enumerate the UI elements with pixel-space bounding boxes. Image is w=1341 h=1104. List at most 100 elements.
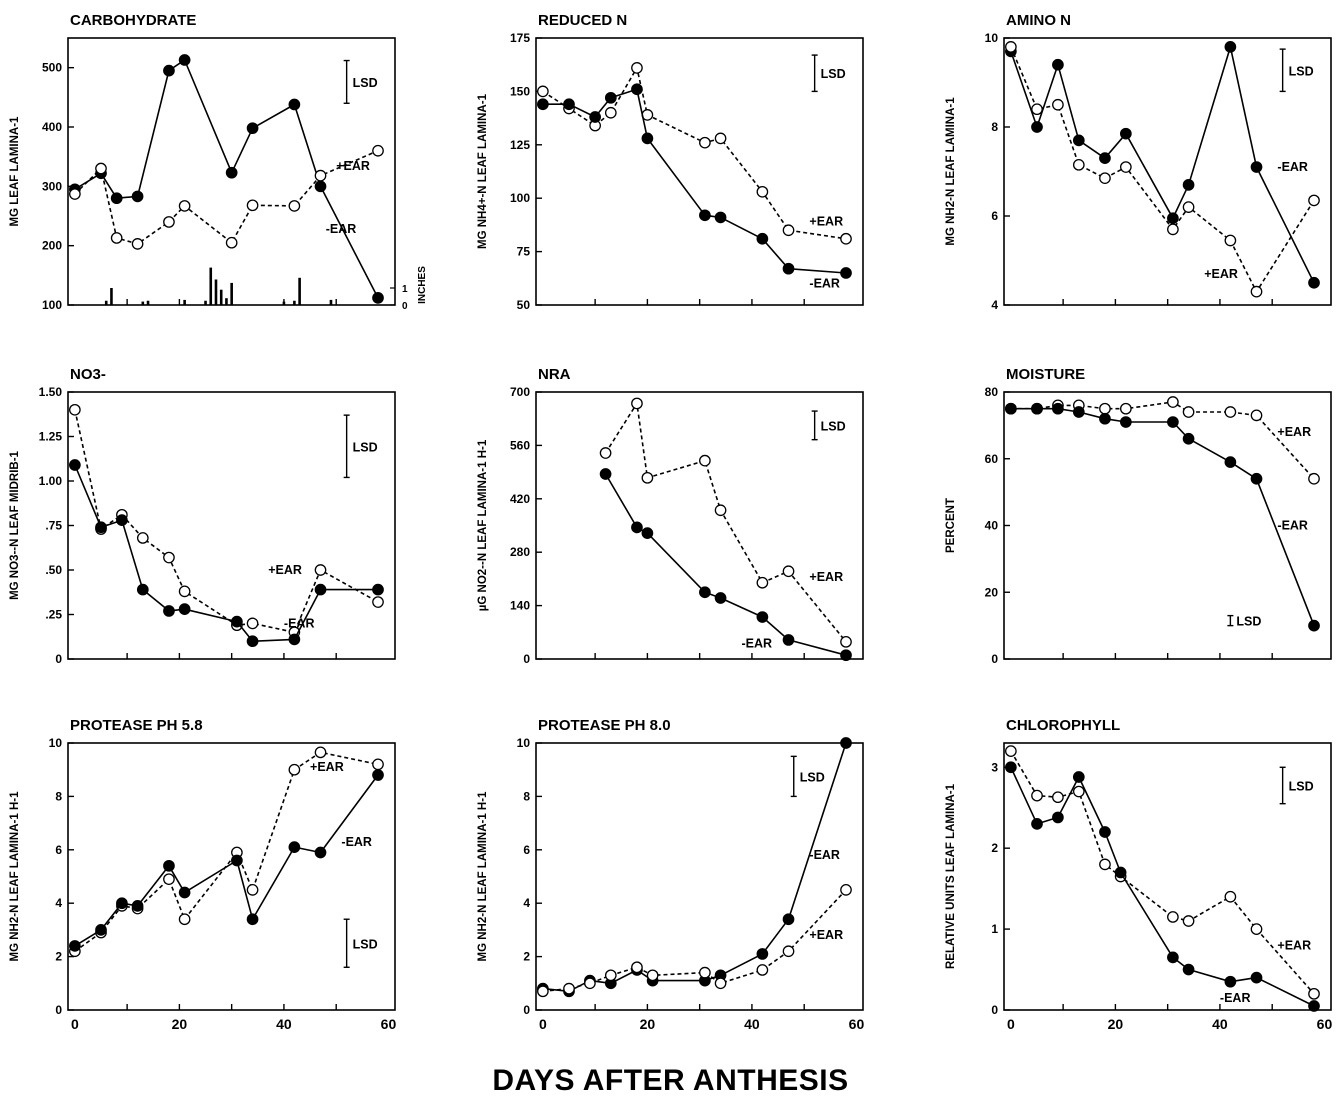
data-point-filled: [288, 98, 301, 111]
data-point-filled: [163, 64, 175, 77]
x-tick-label: 0: [71, 1016, 79, 1032]
data-point-filled: [1167, 951, 1179, 964]
data-point-open: [1099, 858, 1111, 871]
y-tick-label: 400: [42, 120, 62, 134]
rainfall-bar: [146, 300, 150, 305]
data-point-filled: [246, 913, 259, 926]
data-point-filled: [1052, 58, 1064, 71]
data-point-open: [1099, 172, 1111, 185]
data-point-filled: [95, 924, 107, 936]
y-tick-label: 20: [985, 585, 999, 599]
data-point-filled: [1182, 179, 1195, 191]
y-tick-label: 280: [510, 545, 530, 559]
series-line-minus-ear: [1010, 46, 1315, 284]
data-point-filled: [563, 98, 575, 111]
rainfall-bar: [219, 289, 223, 305]
data-point-open: [1182, 915, 1195, 927]
data-point-open: [756, 576, 769, 589]
data-point-filled: [1224, 456, 1237, 468]
data-point-filled: [246, 635, 259, 648]
data-point-filled: [756, 948, 769, 960]
data-point-filled: [641, 527, 654, 539]
chart-title: PROTEASE PH 8.0: [538, 717, 671, 734]
data-point-filled: [288, 633, 301, 646]
series-line-plus-ear: [74, 751, 379, 952]
chart-panel-2: REDUCED N MG NH4+-N LEAF LAMINA-1 50 75 100 1…: [477, 12, 864, 312]
data-point-open: [1224, 234, 1237, 247]
x-tick-label: 60: [1317, 1016, 1333, 1032]
data-point-filled: [314, 583, 327, 596]
y-axis-label: MG NO3--N LEAF MIDRIB-1: [9, 450, 21, 599]
data-point-open: [1005, 41, 1017, 53]
data-point-filled: [641, 132, 654, 145]
rainfall-bar: [141, 301, 145, 305]
y-tick-label: 1.25: [39, 430, 63, 444]
data-point-open: [1099, 402, 1111, 415]
data-point-open: [537, 85, 549, 98]
plot-frame: [67, 742, 396, 1011]
data-point-filled: [131, 900, 144, 912]
series-label: -EAR: [809, 848, 840, 862]
x-tick-label: 60: [381, 1016, 397, 1032]
rainfall-tick-label: 0: [402, 301, 408, 312]
chart-panel-9: CHLOROPHYLL RELATIVE UNITS LEAF LAMINA-1 0…: [945, 717, 1332, 1032]
data-point-filled: [163, 605, 175, 617]
y-tick-label: 8: [55, 789, 62, 803]
data-point-filled: [69, 940, 81, 952]
data-point-open: [372, 758, 384, 771]
data-point-filled: [163, 859, 175, 872]
rainfall-bar: [209, 267, 213, 305]
data-point-open: [782, 224, 795, 237]
data-point-filled: [131, 190, 144, 203]
data-point-open: [699, 136, 711, 149]
y-tick-label: 3: [991, 760, 998, 774]
series-label: -EAR: [1277, 160, 1308, 174]
series-line-minus-ear: [1010, 407, 1315, 626]
data-point-open: [372, 596, 384, 608]
data-point-filled: [372, 583, 384, 596]
data-point-open: [1182, 406, 1195, 418]
chart-panel-4: NO3- MG NO3--N LEAF MIDRIB-1 0 .25 .50 .75 1.0…: [9, 366, 396, 666]
data-point-filled: [1031, 121, 1043, 133]
data-point-filled: [178, 603, 191, 616]
data-point-open: [1250, 923, 1263, 935]
data-point-filled: [537, 98, 549, 111]
data-point-filled: [1167, 416, 1179, 428]
series-label: -EAR: [1220, 991, 1251, 1005]
series-line-minus-ear: [74, 59, 379, 299]
data-point-open: [225, 236, 238, 249]
series-label: -EAR: [341, 835, 372, 849]
series-label: +EAR: [268, 563, 302, 577]
data-point-open: [604, 106, 617, 119]
data-point-open: [178, 200, 191, 212]
series-label: +EAR: [809, 570, 843, 584]
data-point-filled: [1308, 276, 1320, 289]
x-tick-label: 20: [640, 1016, 656, 1032]
data-point-open: [1031, 103, 1043, 116]
data-point-open: [563, 982, 575, 995]
lsd-label: LSD: [800, 770, 825, 784]
y-tick-label: 60: [985, 452, 999, 466]
data-point-filled: [1114, 866, 1127, 879]
data-point-filled: [1308, 619, 1320, 632]
rainfall-tick-label: 1: [402, 284, 408, 295]
data-point-open: [1052, 98, 1064, 111]
data-point-open: [631, 397, 643, 410]
data-point-open: [1250, 285, 1263, 298]
y-tick-label: 300: [42, 179, 62, 193]
data-point-open: [314, 746, 327, 759]
data-point-open: [288, 200, 301, 212]
rainfall-bar: [282, 301, 286, 305]
data-point-filled: [714, 592, 727, 604]
lsd-label: LSD: [1289, 64, 1314, 78]
data-point-filled: [1031, 818, 1043, 830]
lsd-label: LSD: [821, 67, 846, 81]
rainfall-bar: [204, 300, 207, 305]
y-axis-label: PERCENT: [945, 498, 957, 553]
data-point-filled: [314, 180, 327, 193]
data-point-open: [756, 964, 769, 976]
y-tick-label: 4: [523, 896, 530, 910]
data-point-open: [163, 216, 175, 228]
data-point-open: [714, 132, 727, 145]
data-point-open: [584, 977, 596, 990]
